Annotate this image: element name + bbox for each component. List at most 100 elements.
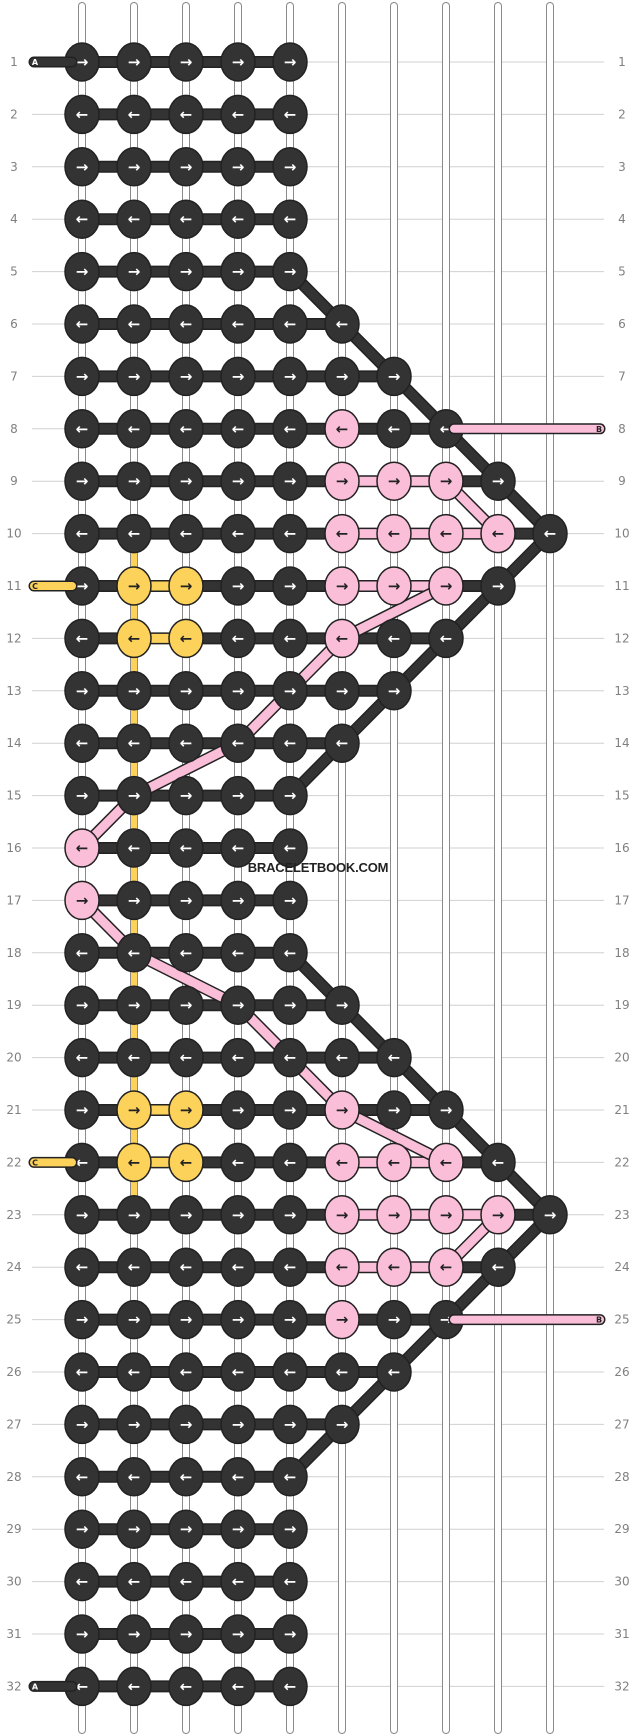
knot <box>324 1142 360 1183</box>
left-arrow-icon: ← <box>232 315 245 333</box>
knot <box>64 1299 100 1340</box>
row-number-left: 2 <box>10 107 18 121</box>
knot <box>272 618 308 659</box>
knot <box>64 147 100 187</box>
knot <box>324 1037 360 1078</box>
right-arrow-icon: → <box>128 53 141 71</box>
left-arrow-icon: ← <box>336 1363 349 1381</box>
right-arrow-icon: → <box>76 1311 89 1329</box>
knot <box>480 1247 516 1287</box>
left-arrow-icon: ← <box>180 734 193 752</box>
row-number-right: 20 <box>614 1051 629 1065</box>
row-number-right: 17 <box>614 893 629 907</box>
knot <box>428 1247 464 1287</box>
knot <box>376 513 412 554</box>
knot <box>220 42 256 82</box>
knot <box>64 985 100 1025</box>
row-number-right: 28 <box>614 1470 629 1484</box>
left-arrow-icon: ← <box>388 1153 401 1171</box>
right-arrow-icon: → <box>180 263 193 281</box>
knot <box>168 1037 204 1078</box>
row-number-right: 3 <box>618 160 626 174</box>
knot <box>220 775 256 816</box>
knot <box>324 723 360 763</box>
knot <box>168 775 204 816</box>
left-arrow-icon: ← <box>76 629 89 647</box>
right-arrow-icon: → <box>336 996 349 1014</box>
right-arrow-icon: → <box>128 1415 141 1433</box>
knot <box>324 985 360 1025</box>
right-arrow-icon: → <box>232 682 245 700</box>
knot <box>220 1404 256 1445</box>
knot <box>480 461 516 501</box>
left-arrow-icon: ← <box>76 1049 89 1067</box>
right-arrow-icon: → <box>76 53 89 71</box>
right-arrow-icon: → <box>284 472 297 490</box>
row-number-right: 15 <box>614 789 629 803</box>
right-arrow-icon: → <box>284 891 297 909</box>
knot <box>116 1247 152 1287</box>
endpoint-label: A <box>32 1682 39 1691</box>
right-arrow-icon: → <box>284 1206 297 1224</box>
left-arrow-icon: ← <box>180 105 193 123</box>
left-arrow-icon: ← <box>180 629 193 647</box>
right-arrow-icon: → <box>232 1206 245 1224</box>
knot <box>428 513 464 554</box>
knot <box>272 251 308 292</box>
row-number-right: 9 <box>618 474 626 488</box>
knot <box>64 1404 100 1445</box>
row-number-right: 5 <box>618 265 626 279</box>
string-endpoints: A C C A B B <box>28 56 606 1692</box>
knot <box>116 880 152 921</box>
right-arrow-icon: → <box>388 472 401 490</box>
row-number-left: 28 <box>6 1470 21 1484</box>
knot <box>64 671 100 711</box>
knot <box>220 147 256 187</box>
right-arrow-icon: → <box>128 577 141 595</box>
knot <box>220 566 256 606</box>
knot <box>220 1195 256 1235</box>
left-arrow-icon: ← <box>180 1468 193 1486</box>
left-arrow-icon: ← <box>128 1049 141 1067</box>
knot <box>116 671 152 711</box>
knot <box>64 409 100 449</box>
row-number-left: 7 <box>10 369 18 383</box>
knot <box>272 1247 308 1287</box>
knot <box>324 304 360 344</box>
left-arrow-icon: ← <box>128 1468 141 1486</box>
pink-diagonal-band <box>337 581 451 643</box>
left-arrow-icon: ← <box>76 1677 89 1695</box>
knot <box>272 566 308 606</box>
left-arrow-icon: ← <box>232 1258 245 1276</box>
knot <box>116 1666 152 1707</box>
row-number-left: 18 <box>6 946 21 960</box>
knot <box>116 566 152 606</box>
right-arrow-icon: → <box>180 577 193 595</box>
right-arrow-icon: → <box>284 577 297 595</box>
right-arrow-icon: → <box>180 1415 193 1433</box>
knot <box>64 1037 100 1078</box>
right-arrow-icon: → <box>388 367 401 385</box>
left-arrow-icon: ← <box>128 1677 141 1695</box>
row-number-right: 31 <box>614 1627 629 1641</box>
knot <box>272 1666 308 1707</box>
right-arrow-icon: → <box>180 158 193 176</box>
right-arrow-icon: → <box>284 787 297 805</box>
left-arrow-icon: ← <box>388 1258 401 1276</box>
knot <box>324 1090 360 1130</box>
right-arrow-icon: → <box>128 1206 141 1224</box>
right-arrow-icon: → <box>128 787 141 805</box>
knot <box>428 618 464 659</box>
knot <box>324 1352 360 1392</box>
right-arrow-icon: → <box>76 158 89 176</box>
knot <box>116 513 152 554</box>
knot <box>64 1614 100 1654</box>
knot <box>272 1404 308 1445</box>
left-arrow-icon: ← <box>284 734 297 752</box>
left-arrow-icon: ← <box>232 734 245 752</box>
pink-diagonal-band <box>337 1105 451 1167</box>
left-arrow-icon: ← <box>232 839 245 857</box>
knot <box>272 1037 308 1078</box>
right-arrow-icon: → <box>284 263 297 281</box>
left-arrow-icon: ← <box>180 1573 193 1591</box>
